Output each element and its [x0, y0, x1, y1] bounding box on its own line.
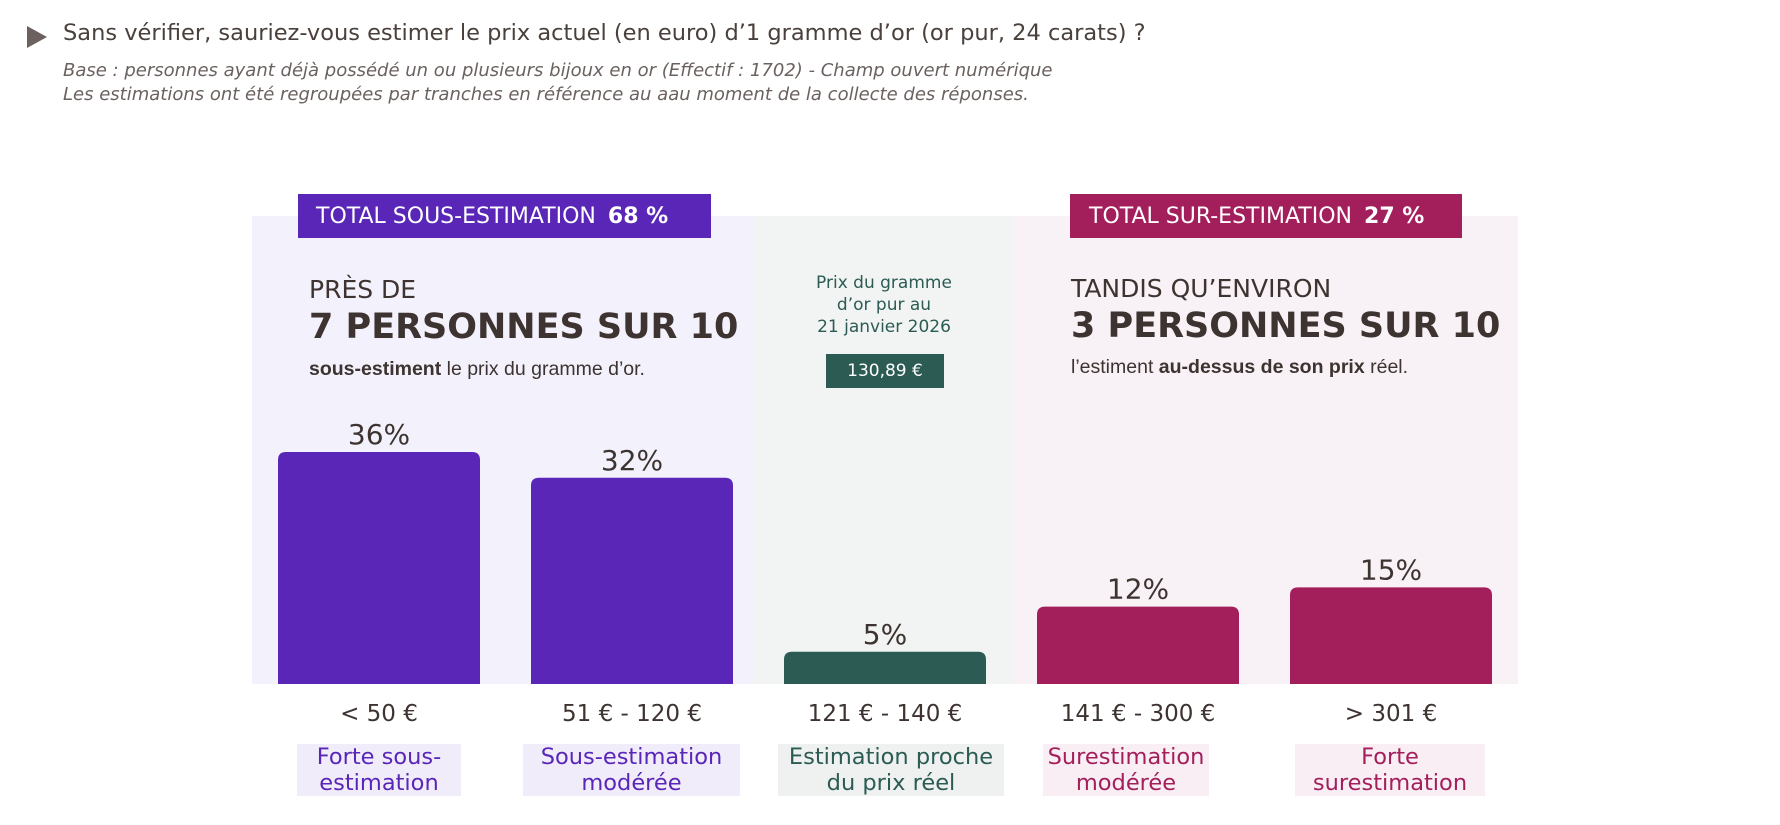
close-estimate-panel	[754, 216, 1013, 684]
under-description-bold: sous-estiment	[309, 358, 442, 380]
reference-price-label: Prix du gramme d’or pur au 21 janvier 20…	[769, 272, 999, 338]
category-tick-label-2: 121 € - 140 €	[808, 701, 963, 727]
bar-3	[1037, 606, 1239, 684]
bar-0	[278, 452, 480, 684]
category-name-4-line1: Forte	[1295, 744, 1485, 770]
over-headline-big: 3 PERSONNES SUR 10	[1071, 306, 1501, 346]
total-overestimation-badge: TOTAL SUR-ESTIMATION 27 %	[1070, 194, 1462, 238]
question-title: Sans vérifier, sauriez-vous estimer le p…	[63, 20, 1146, 46]
total-overestimation-label: TOTAL SUR-ESTIMATION	[1089, 203, 1353, 229]
bar-value-label-3: 12%	[1107, 573, 1169, 606]
bar-4	[1290, 587, 1492, 684]
category-name-2-line1: Estimation proche	[778, 744, 1004, 770]
base-note: Base : personnes ayant déjà possédé un o…	[63, 60, 1053, 81]
reference-label-line3: 21 janvier 2026	[817, 317, 951, 337]
bar-value-label-1: 32%	[601, 444, 663, 477]
category-name-2-line2: du prix réel	[778, 770, 1004, 796]
category-name-3: Surestimation modérée	[1043, 744, 1209, 796]
category-tick-label-3: 141 € - 300 €	[1061, 701, 1216, 727]
category-tick-label-0: < 50 €	[340, 701, 418, 727]
bar-1	[531, 477, 733, 684]
category-name-4: Forte surestimation	[1295, 744, 1485, 796]
grouping-note: Les estimations ont été regroupées par t…	[63, 84, 1029, 105]
reference-label-line1: Prix du gramme	[816, 273, 952, 293]
bar-2	[784, 651, 986, 684]
over-description-post: réel.	[1364, 356, 1409, 378]
category-name-0-line1: Forte sous-	[297, 744, 461, 770]
under-headline-big: 7 PERSONNES SUR 10	[309, 307, 739, 347]
bar-value-label-0: 36%	[348, 418, 410, 451]
category-name-1-line2: modérée	[523, 770, 740, 796]
total-underestimation-label: TOTAL SOUS-ESTIMATION	[316, 203, 596, 229]
total-underestimation-badge: TOTAL SOUS-ESTIMATION 68 %	[298, 194, 711, 238]
category-name-3-line1: Surestimation	[1043, 744, 1209, 770]
total-underestimation-value: 68 %	[607, 203, 669, 229]
play-arrow-icon	[27, 26, 47, 48]
over-description-bold: au-dessus de son prix	[1158, 356, 1365, 378]
under-headline-small: PRÈS DE	[309, 275, 417, 304]
under-description-rest: le prix du gramme d’or.	[441, 358, 645, 380]
reference-price-value: 130,89 €	[826, 354, 944, 388]
reference-label-line2: d’or pur au	[836, 295, 932, 315]
over-headline-small: TANDIS QU’ENVIRON	[1071, 274, 1332, 303]
category-name-2: Estimation proche du prix réel	[778, 744, 1004, 796]
category-name-3-line2: modérée	[1043, 770, 1209, 796]
category-name-1-line1: Sous-estimation	[523, 744, 740, 770]
category-name-1: Sous-estimation modérée	[523, 744, 740, 796]
category-name-0-line2: estimation	[297, 770, 461, 796]
category-name-4-line2: surestimation	[1295, 770, 1485, 796]
bar-value-label-4: 15%	[1360, 553, 1422, 586]
category-tick-label-1: 51 € - 120 €	[562, 701, 702, 727]
category-tick-label-4: > 301 €	[1345, 701, 1437, 727]
category-name-0: Forte sous- estimation	[297, 744, 461, 796]
total-overestimation-value: 27 %	[1364, 203, 1425, 229]
over-description-pre: l’estiment	[1071, 356, 1159, 378]
bar-value-label-2: 5%	[863, 618, 907, 651]
under-description: sous-estiment le prix du gramme d’or.	[309, 358, 645, 381]
over-description: l’estiment au-dessus de son prix réel.	[1071, 356, 1408, 379]
